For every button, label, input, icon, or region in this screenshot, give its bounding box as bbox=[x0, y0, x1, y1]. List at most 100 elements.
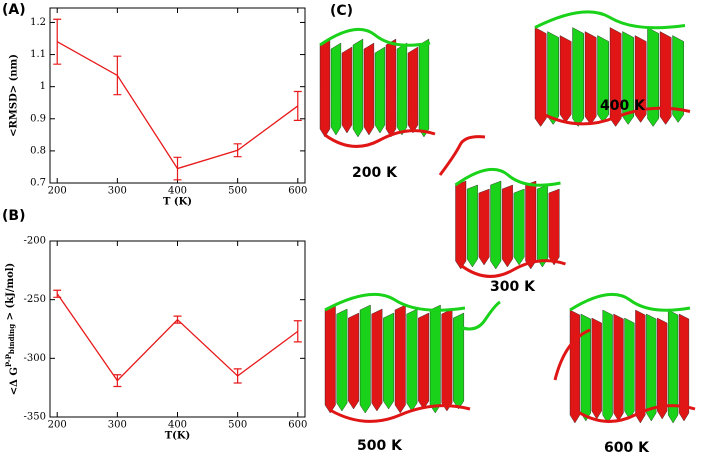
x-tick-label: 300 bbox=[108, 186, 127, 197]
beta-strand bbox=[406, 308, 418, 412]
structure-label: 600 K bbox=[604, 440, 650, 456]
beta-strand bbox=[407, 46, 419, 134]
beta-strand bbox=[667, 309, 679, 424]
beta-strand bbox=[374, 46, 386, 134]
beta-strand bbox=[336, 308, 348, 412]
beta-strand bbox=[466, 184, 478, 268]
beta-strand bbox=[547, 31, 559, 125]
beta-strand bbox=[441, 308, 453, 412]
error-bar bbox=[53, 18, 62, 65]
loop bbox=[539, 106, 691, 126]
x-tick-label: 200 bbox=[48, 186, 67, 197]
y-tick-label: -300 bbox=[24, 353, 46, 364]
beta-strand bbox=[647, 27, 659, 127]
beta-strand bbox=[501, 184, 513, 268]
beta-strand bbox=[429, 304, 441, 414]
x-axis-label: T(K) bbox=[165, 431, 191, 442]
data-line bbox=[56, 41, 299, 170]
beta-strand bbox=[385, 38, 397, 138]
beta-strand bbox=[659, 31, 672, 125]
y-tick-label: -200 bbox=[24, 236, 46, 247]
beta-strand bbox=[624, 317, 635, 420]
error-bar bbox=[233, 143, 242, 158]
beta-strand bbox=[646, 313, 657, 422]
error-bar bbox=[173, 315, 182, 324]
plot-frame bbox=[49, 240, 306, 418]
x-tick-label: 500 bbox=[228, 420, 247, 431]
x-tick-label: 400 bbox=[168, 186, 187, 197]
y-axis-label: <Δ GP-Pbinding > (kJ/mol) bbox=[4, 263, 20, 396]
beta-strand bbox=[635, 309, 646, 424]
beta-strand bbox=[359, 304, 371, 414]
loop bbox=[569, 292, 691, 312]
beta-strand bbox=[609, 27, 622, 127]
error-bar bbox=[293, 320, 302, 343]
beta-strand bbox=[534, 27, 547, 127]
beta-strand bbox=[319, 38, 331, 138]
beta-strand bbox=[418, 312, 430, 410]
y-tick-label: -250 bbox=[24, 294, 46, 305]
beta-strand bbox=[455, 180, 467, 270]
beta-strand bbox=[513, 188, 525, 266]
beta-strand bbox=[394, 304, 406, 414]
structure-label: 200 K bbox=[352, 165, 398, 181]
beta-strand bbox=[341, 46, 353, 134]
y-tick-label: 1 bbox=[40, 81, 46, 92]
y-tick-label: 1.1 bbox=[30, 49, 46, 60]
loop bbox=[574, 404, 696, 423]
y-tick-label: 1.2 bbox=[30, 17, 46, 28]
beta-strand bbox=[597, 35, 609, 123]
data-line bbox=[56, 293, 299, 382]
x-tick-label: 200 bbox=[48, 420, 67, 431]
beta-strand bbox=[678, 313, 690, 422]
beta-strand bbox=[324, 304, 336, 414]
beta-strand bbox=[584, 31, 597, 125]
y-axis-label-part: P-P bbox=[4, 353, 13, 367]
beta-strand bbox=[418, 38, 430, 138]
error-bar bbox=[233, 368, 242, 384]
x-tick-label: 600 bbox=[288, 420, 307, 431]
beta-strand bbox=[572, 27, 584, 127]
loop bbox=[438, 135, 486, 176]
beta-strand bbox=[536, 184, 548, 268]
loop bbox=[454, 300, 501, 331]
x-tick-label: 600 bbox=[288, 186, 307, 197]
structure-label: 500 K bbox=[357, 438, 403, 454]
beta-strand bbox=[383, 312, 395, 410]
loop bbox=[324, 292, 466, 312]
loop bbox=[329, 404, 471, 423]
beta-strand bbox=[569, 309, 581, 424]
beta-strand bbox=[348, 312, 360, 410]
beta-strand bbox=[559, 35, 572, 123]
beta-strand bbox=[525, 180, 537, 270]
beta-strand bbox=[602, 309, 613, 424]
beta-strand bbox=[548, 188, 560, 266]
x-tick-label: 500 bbox=[228, 186, 247, 197]
beta-strand bbox=[371, 308, 383, 412]
x-tick-label: 300 bbox=[108, 420, 127, 431]
error-bar bbox=[293, 90, 302, 121]
y-tick-label: -350 bbox=[24, 412, 46, 423]
beta-strand bbox=[453, 312, 465, 410]
beta-strand bbox=[352, 38, 364, 138]
y-tick-label: 0.8 bbox=[30, 145, 46, 156]
loop bbox=[553, 328, 591, 381]
error-bar bbox=[53, 289, 62, 298]
beta-strand bbox=[396, 42, 408, 136]
loop bbox=[454, 167, 561, 187]
panel-label: (A) bbox=[2, 2, 26, 18]
x-axis-label: T (K) bbox=[163, 197, 192, 208]
beta-strand bbox=[613, 313, 624, 422]
beta-strand bbox=[634, 35, 647, 123]
error-bar bbox=[113, 55, 122, 96]
beta-strand bbox=[622, 31, 634, 125]
structures bbox=[319, 10, 696, 424]
structure-label: 400 K bbox=[600, 98, 646, 114]
panel-label: (B) bbox=[2, 208, 25, 224]
structure-label: 300 K bbox=[490, 279, 536, 295]
x-tick-label: 400 bbox=[168, 420, 187, 431]
beta-strand bbox=[363, 42, 375, 136]
beta-strand bbox=[490, 180, 502, 270]
beta-strand bbox=[657, 317, 668, 420]
y-axis-label-part: > (kJ/mol) bbox=[5, 263, 16, 324]
